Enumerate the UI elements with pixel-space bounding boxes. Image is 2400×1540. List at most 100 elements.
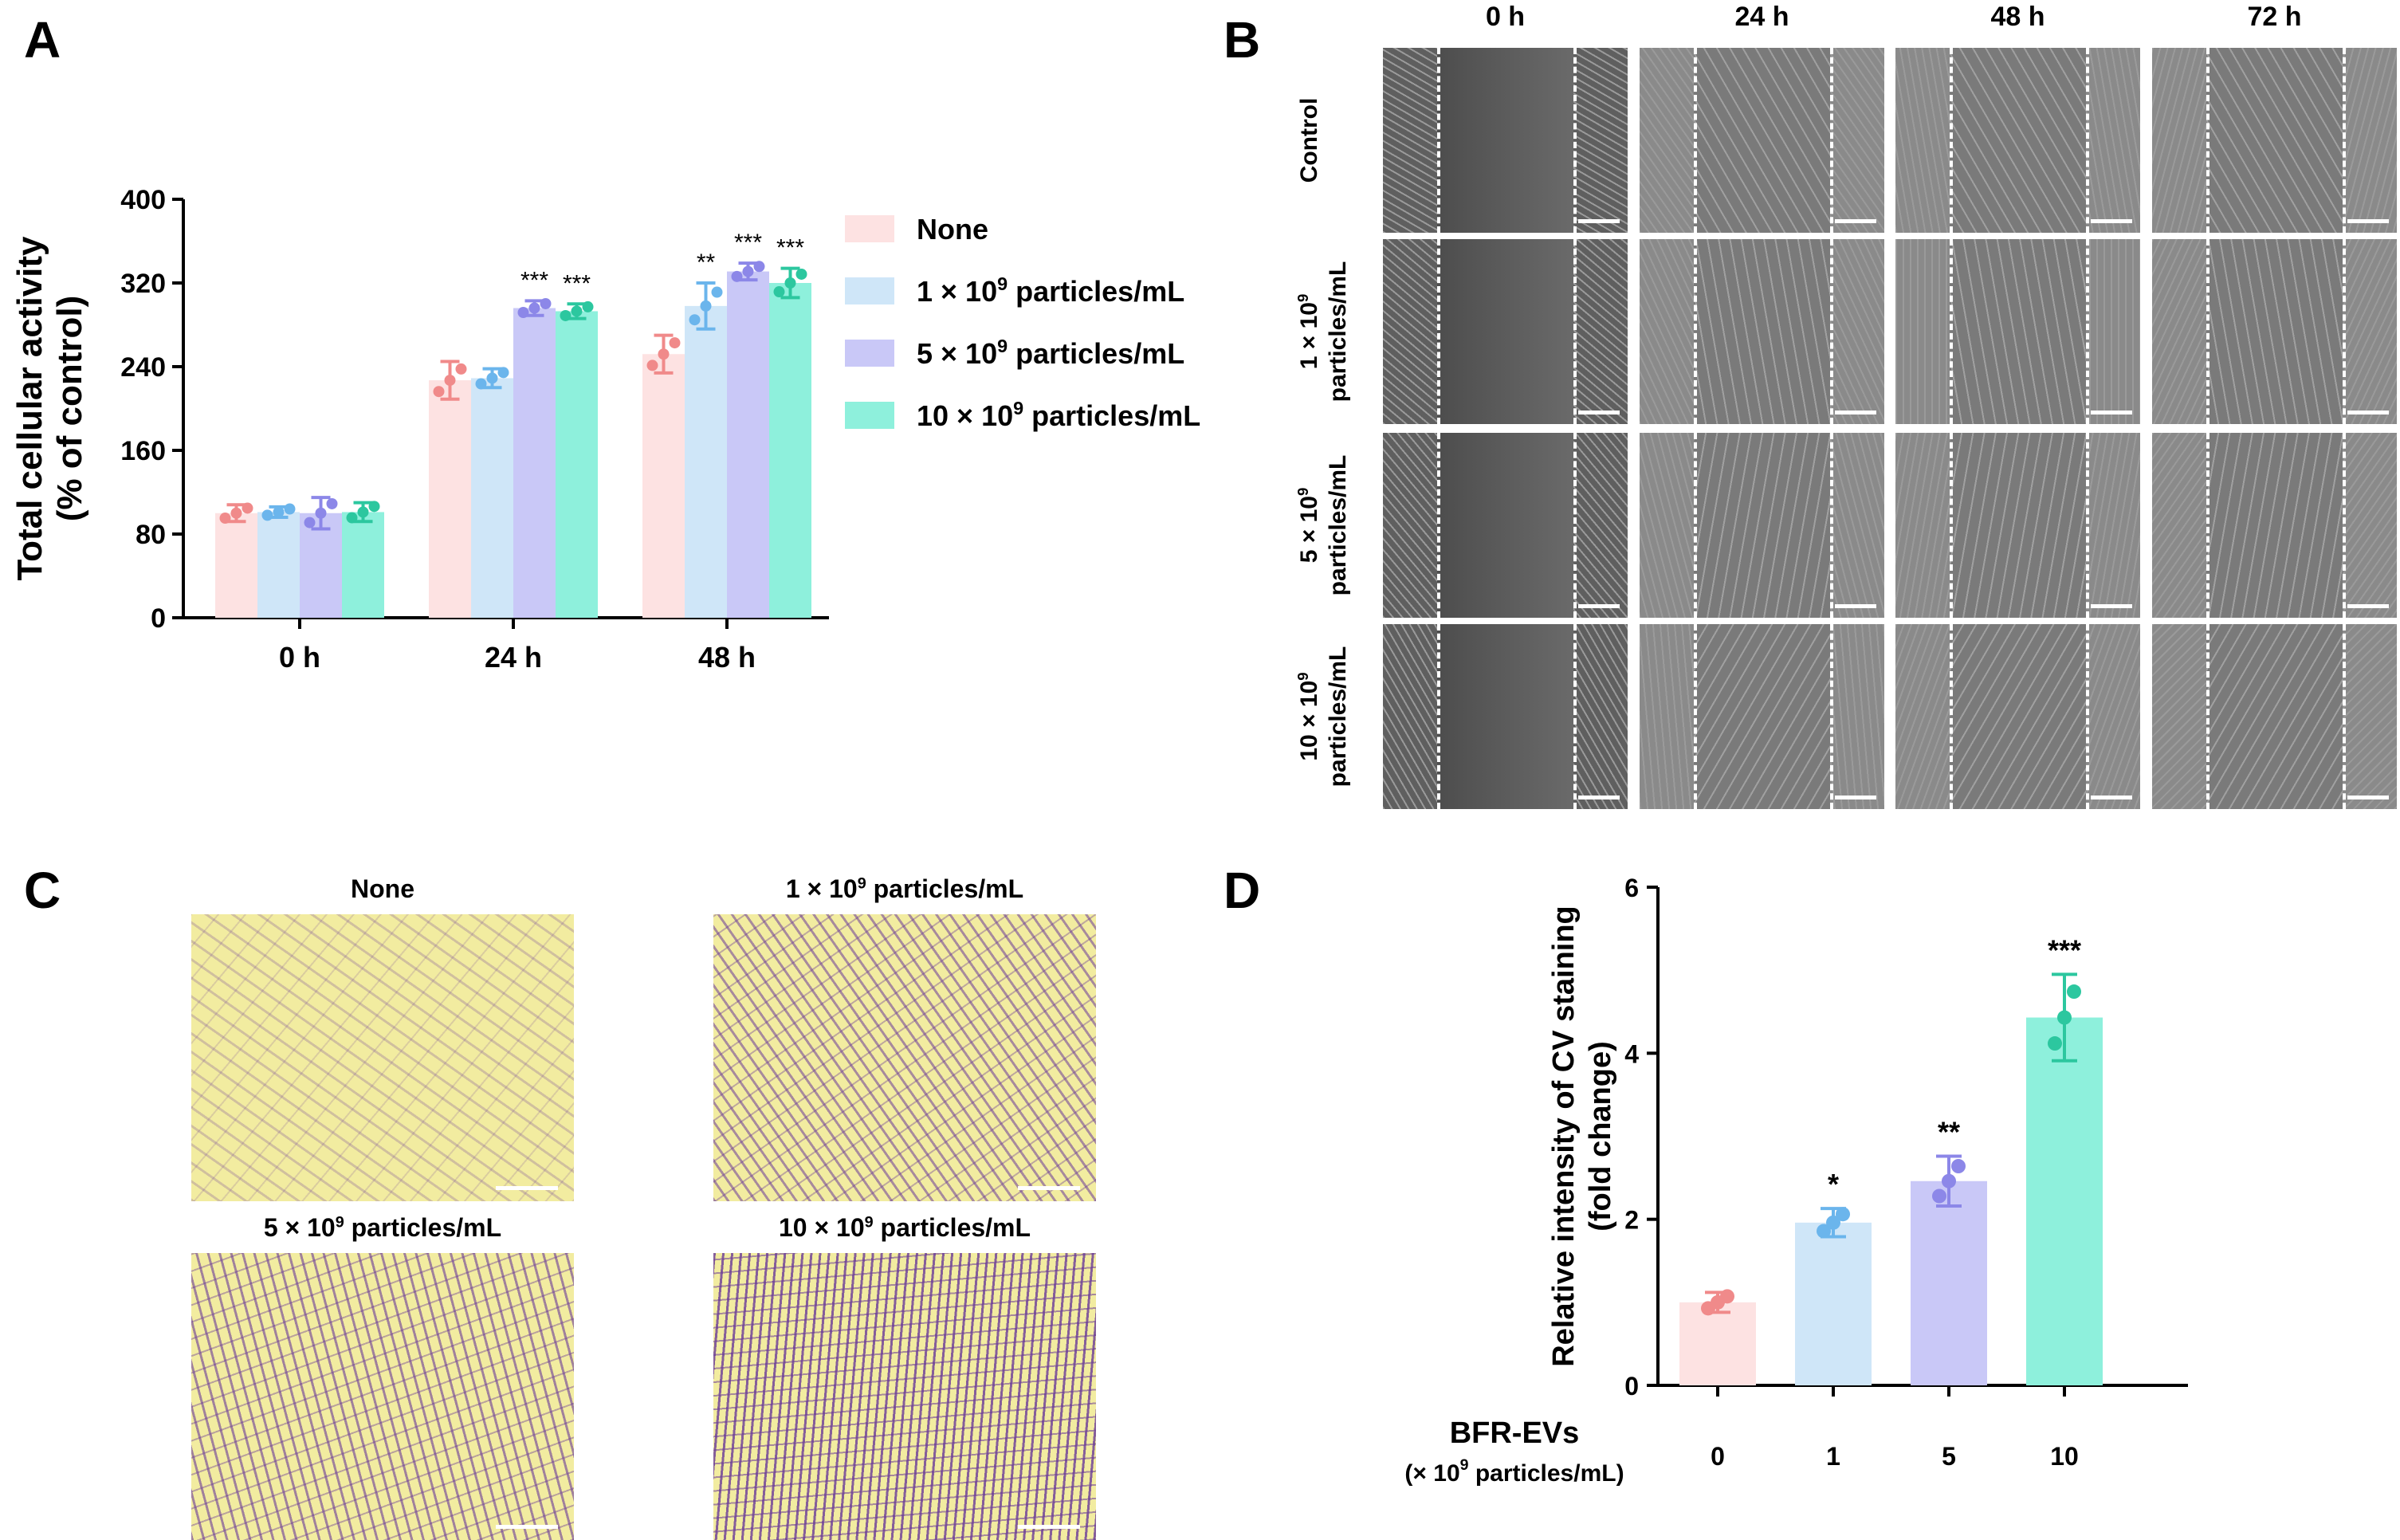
a-point <box>689 314 701 326</box>
b-micrograph <box>2152 239 2397 424</box>
b-row-label: 5 × 109 particles/mL <box>1294 454 1351 596</box>
d-point <box>1817 1224 1831 1239</box>
b-micrograph <box>1895 239 2140 424</box>
b-micrograph <box>1640 624 1884 809</box>
c-title: 5 × 109 particles/mL <box>263 1213 502 1242</box>
d-xlabel-units: (× 109 particles/mL) <box>1404 1456 1624 1487</box>
a-bar <box>471 378 513 618</box>
a-ytick-label: 80 <box>136 520 166 550</box>
b-micrograph <box>2152 624 2397 809</box>
a-sig-label: *** <box>776 235 804 261</box>
a-xtick-label: 24 h <box>485 641 542 674</box>
b-micrograph <box>2152 433 2397 618</box>
a-point <box>742 265 754 277</box>
a-legend-label: 10 × 109 particles/mL <box>917 398 1200 432</box>
b-col-label: 48 h <box>1990 2 2045 32</box>
a-point <box>528 302 540 314</box>
a-point <box>658 348 670 360</box>
a-legend-label: None <box>917 213 988 246</box>
a-bar <box>556 311 598 618</box>
a-ytick-label: 400 <box>120 185 166 215</box>
a-sig-label: ** <box>697 249 716 276</box>
d-point <box>1826 1215 1840 1230</box>
a-point <box>230 507 242 519</box>
b-micrograph <box>1895 48 2140 233</box>
a-point <box>497 367 509 379</box>
a-xtick-label: 48 h <box>698 641 756 674</box>
d-point <box>1932 1188 1946 1204</box>
d-point <box>1720 1289 1734 1304</box>
a-sig-label: *** <box>734 230 762 256</box>
a-ytick-label: 0 <box>151 603 166 634</box>
b-micrograph <box>1640 239 1884 424</box>
b-row-label: 1 × 109 particles/mL <box>1294 261 1351 403</box>
d-sig-label: *** <box>2048 933 2081 966</box>
a-ytick-label: 160 <box>120 436 166 466</box>
b-col-label: 24 h <box>1734 2 1789 32</box>
a-point <box>646 359 658 371</box>
a-point <box>731 270 743 282</box>
c-stain-image <box>713 914 1096 1201</box>
c-stain-image <box>713 1253 1096 1540</box>
d-xtick-label: 5 <box>1942 1442 1956 1471</box>
b-col-label: 72 h <box>2247 2 2302 32</box>
d-xtick-label: 1 <box>1826 1442 1840 1471</box>
a-sig-label: *** <box>520 267 548 293</box>
a-legend-swatch <box>845 340 894 367</box>
a-legend-swatch <box>845 402 894 429</box>
a-bar <box>727 271 769 618</box>
d-point <box>1942 1173 1956 1188</box>
a-point <box>582 301 594 312</box>
a-point <box>219 513 231 524</box>
d-point <box>2057 1010 2072 1025</box>
a-point <box>475 378 487 390</box>
a-ytick-label: 320 <box>120 269 166 299</box>
b-micrograph <box>2152 48 2397 233</box>
c-stain-image <box>191 914 574 1201</box>
a-bar <box>685 305 727 618</box>
a-xtick-label: 0 h <box>279 641 320 674</box>
a-bar <box>429 380 471 618</box>
b-micrograph <box>1383 624 1628 809</box>
d-point <box>2048 1036 2062 1051</box>
chart-d: Relative intensity of CV staining (fold c… <box>1404 874 2188 1487</box>
c-title: None <box>351 874 414 903</box>
c-stain-image <box>191 1253 574 1540</box>
a-point <box>753 261 765 273</box>
a-point <box>304 517 316 528</box>
a-point <box>455 363 467 375</box>
a-point <box>242 502 253 514</box>
a-sig-label: *** <box>563 270 591 297</box>
a-legend-label: 1 × 109 particles/mL <box>917 273 1184 308</box>
a-point <box>560 309 572 321</box>
a-point <box>315 507 327 519</box>
a-legend-swatch <box>845 215 894 242</box>
b-row-label: 10 × 109 particles/mL <box>1294 646 1351 788</box>
b-micrograph <box>1383 239 1628 424</box>
d-ytick-label: 4 <box>1624 1039 1639 1068</box>
b-micrograph <box>1640 48 1884 233</box>
a-bar <box>215 513 257 618</box>
panel-b-letter: B <box>1224 11 1261 69</box>
c-title: 1 × 109 particles/mL <box>785 874 1024 903</box>
a-point <box>669 337 681 349</box>
d-sig-label: * <box>1828 1168 1839 1200</box>
a-point <box>346 512 358 524</box>
d-xlabel: BFR-EVs <box>1450 1416 1580 1450</box>
a-bar <box>513 308 556 618</box>
a-point <box>540 297 552 309</box>
d-ytick-label: 0 <box>1624 1372 1639 1401</box>
a-point <box>486 372 498 384</box>
b-micrograph <box>1383 48 1628 233</box>
a-bar <box>769 283 811 618</box>
a-bar <box>342 512 384 618</box>
a-point <box>444 375 456 387</box>
panel-a-letter: A <box>24 11 61 69</box>
a-legend-swatch <box>845 277 894 304</box>
d-xtick-label: 0 <box>1711 1442 1725 1471</box>
d-bar <box>1679 1302 1756 1385</box>
d-point <box>2067 984 2081 1000</box>
d-sig-label: ** <box>1938 1116 1960 1149</box>
a-point <box>700 300 712 312</box>
d-bar <box>1911 1181 1987 1385</box>
